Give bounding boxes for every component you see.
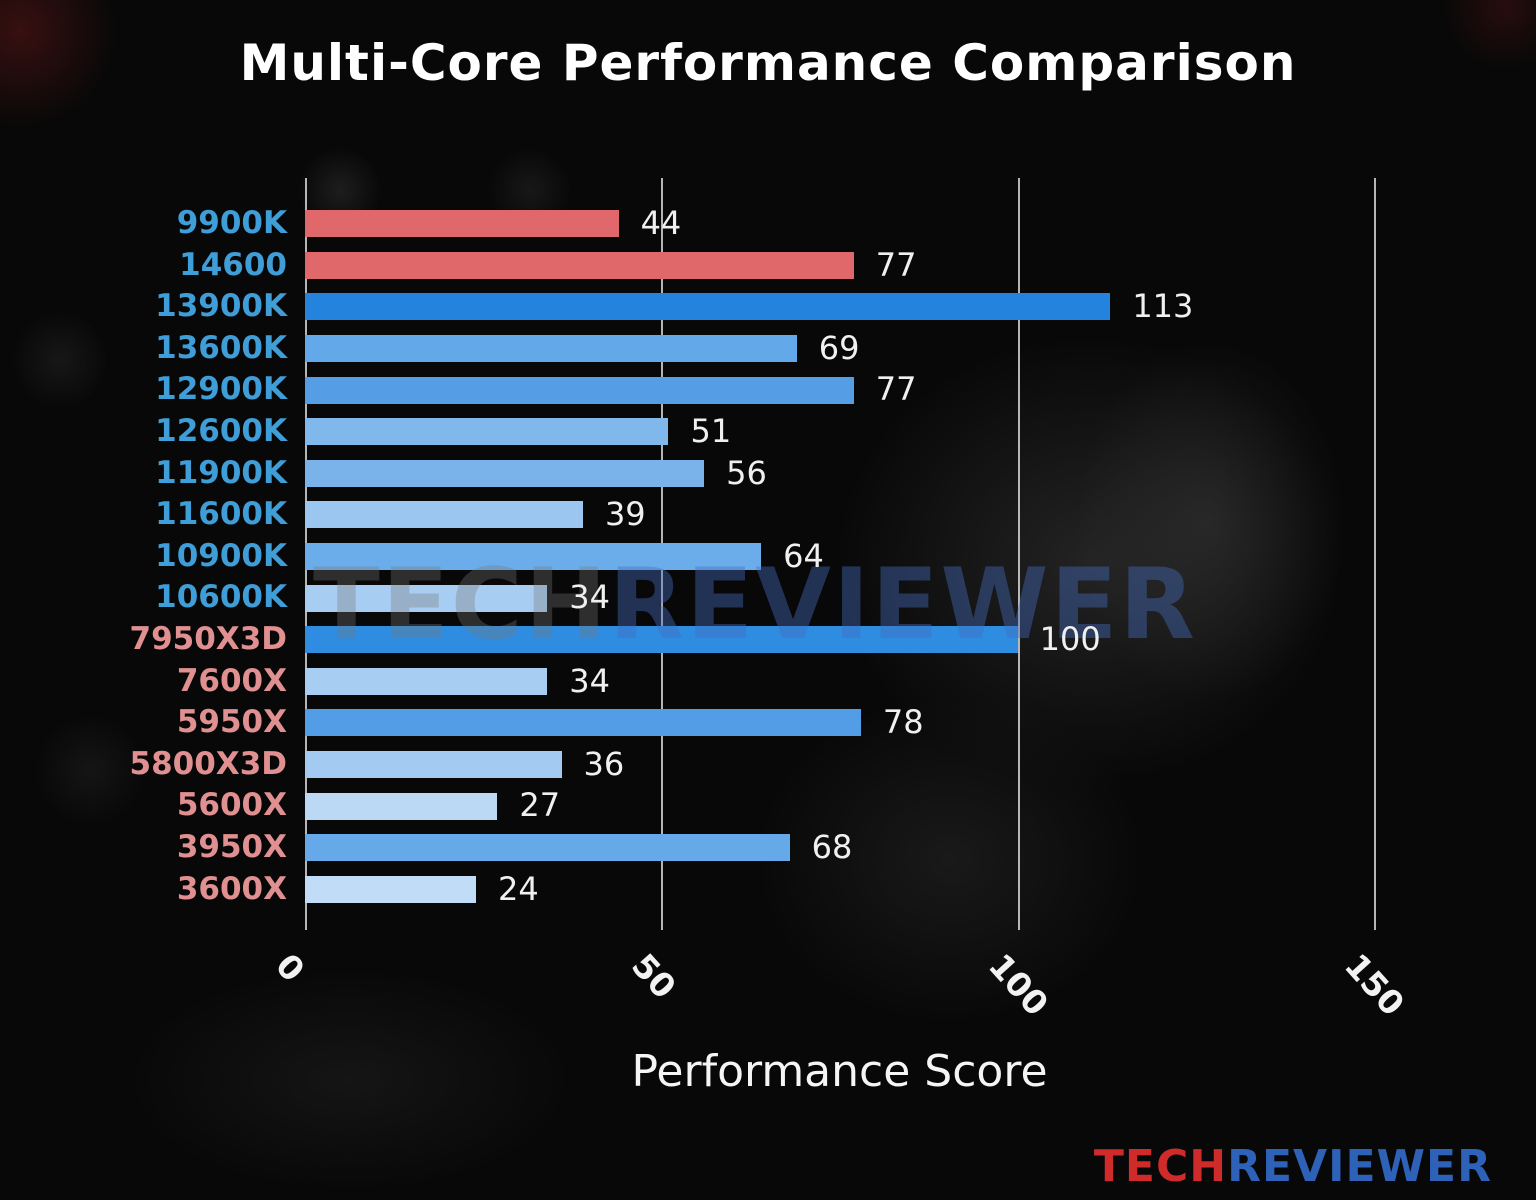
bar xyxy=(305,834,790,862)
bar xyxy=(305,251,854,279)
category-label: 11900K xyxy=(155,454,287,491)
value-label: 51 xyxy=(690,412,732,450)
bar xyxy=(305,418,669,446)
bar xyxy=(305,584,548,612)
bar xyxy=(305,875,477,903)
value-label: 39 xyxy=(604,495,646,534)
category-label: 10600K xyxy=(155,579,287,616)
value-label: 44 xyxy=(640,204,682,242)
category-label: 7600X xyxy=(176,662,287,699)
category-label: 10900K xyxy=(155,537,287,574)
bar-row: 10600K 34 xyxy=(155,577,1490,619)
bar-row: 12900K 77 xyxy=(155,369,1490,411)
gridline xyxy=(1017,178,1020,930)
category-label: 7950X3D xyxy=(129,621,287,657)
bar xyxy=(305,459,705,487)
bar xyxy=(305,543,762,571)
bar-row: 12600K 51 xyxy=(155,411,1490,453)
brand-logo: TECHREVIEWER xyxy=(1094,1141,1492,1192)
bar xyxy=(305,376,854,404)
bar-row: 5800X3D 36 xyxy=(130,744,1490,786)
category-label: 14600 xyxy=(179,246,287,283)
bar-row: 7950X3D 100 xyxy=(130,619,1490,661)
category-label: 9900K xyxy=(176,205,287,241)
category-label: 13600K xyxy=(155,329,287,366)
category-label: 3950X xyxy=(176,829,287,865)
bar xyxy=(305,293,1111,321)
bar-row: 5600X 27 xyxy=(177,785,1490,827)
value-label: 34 xyxy=(569,661,611,700)
value-label: 100 xyxy=(1039,620,1101,658)
bar-row: 14600 77 xyxy=(179,245,1490,287)
category-label: 5600X xyxy=(176,787,287,824)
value-label: 27 xyxy=(519,786,561,825)
value-label: 68 xyxy=(811,828,853,866)
bar-row: 13900K 113 xyxy=(155,286,1490,328)
bar-row: 5950X 78 xyxy=(177,702,1490,744)
bar xyxy=(305,210,619,238)
value-label: 113 xyxy=(1132,287,1194,326)
category-label: 13900K xyxy=(155,288,287,325)
bar xyxy=(305,792,498,820)
bar xyxy=(305,501,583,529)
category-label: 11600K xyxy=(155,496,287,533)
bar xyxy=(305,667,548,695)
bar-row: 9900K 44 xyxy=(177,203,1490,245)
value-label: 34 xyxy=(569,578,611,617)
value-label: 78 xyxy=(882,703,924,742)
bar-row: 3600X 24 xyxy=(177,869,1490,911)
bar xyxy=(305,626,1018,654)
value-label: 56 xyxy=(726,453,767,492)
bar xyxy=(305,751,562,779)
bar xyxy=(305,709,861,737)
brand-logo-tech-text: TECH xyxy=(1093,1141,1228,1192)
value-label: 24 xyxy=(498,869,539,908)
chart-title: Multi-Core Performance Comparison xyxy=(239,34,1297,92)
value-label: 69 xyxy=(818,328,860,367)
bar-row: 11900K 56 xyxy=(155,453,1490,495)
category-label: 12600K xyxy=(155,413,287,449)
value-label: 77 xyxy=(875,370,917,409)
category-label: 5950X xyxy=(176,704,287,741)
brand-logo-reviewer-text: REVIEWER xyxy=(1227,1141,1492,1192)
plot-area: TECHREVIEWER Performance Score 0 50 100 150… xyxy=(130,178,1490,1097)
bar xyxy=(305,335,797,363)
bar-row: 10900K 64 xyxy=(155,536,1490,578)
gridline xyxy=(1374,178,1376,930)
bar-row: 7600X 34 xyxy=(177,661,1490,703)
value-label: 36 xyxy=(583,744,625,783)
bar-row: 13600K 69 xyxy=(155,328,1490,370)
x-axis-label: Performance Score xyxy=(631,1046,1048,1097)
category-label: 12900K xyxy=(155,371,287,408)
category-label: 3600X xyxy=(176,870,287,907)
bar-row: 3950X 68 xyxy=(177,827,1490,869)
category-label: 5800X3D xyxy=(129,745,287,782)
value-label: 64 xyxy=(783,536,824,575)
bar-row: 11600K 39 xyxy=(155,494,1490,536)
value-label: 77 xyxy=(875,245,917,284)
